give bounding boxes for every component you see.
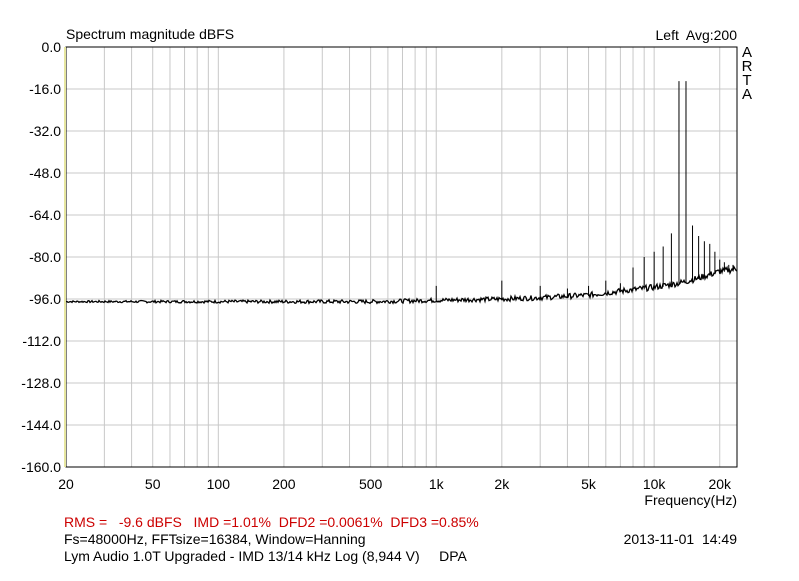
analysis-settings: Fs=48000Hz, FFTsize=16384, Window=Hannin… xyxy=(64,531,366,547)
y-axis-tick-labels: 0.0 -16.0 -32.0 -48.0 -64.0 -80.0 -96.0 -112.0 -… xyxy=(21,39,61,475)
x-axis-label: Frequency(Hz) xyxy=(644,492,737,508)
y-tick-label: -144.0 xyxy=(21,417,61,433)
channel-avg-label: Left Avg:200 xyxy=(655,27,737,43)
x-tick-label: 20k xyxy=(708,476,732,492)
x-tick-label: 100 xyxy=(207,476,231,492)
chart-title: Spectrum magnitude dBFS xyxy=(66,26,235,42)
timestamp: 2013-11-01 14:49 xyxy=(623,531,737,547)
measurement-description: Lym Audio 1.0T Upgraded - IMD 13/14 kHz … xyxy=(64,548,467,564)
y-tick-label: -80.0 xyxy=(29,249,61,265)
x-tick-label: 1k xyxy=(429,476,445,492)
grid-lines xyxy=(65,46,737,468)
spectrum-marks xyxy=(65,81,738,305)
x-tick-label: 10k xyxy=(643,476,667,492)
x-tick-label: 500 xyxy=(359,476,383,492)
x-axis-tick-labels: 20 50 100 200 500 1k 2k 5k 10k 20k xyxy=(58,476,732,492)
x-tick-label: 2k xyxy=(494,476,510,492)
x-tick-label: 50 xyxy=(145,476,161,492)
x-tick-label: 5k xyxy=(581,476,597,492)
y-tick-label: -112.0 xyxy=(22,333,61,349)
x-tick-label: 200 xyxy=(272,476,296,492)
y-tick-label: -16.0 xyxy=(29,81,61,97)
y-tick-label: -160.0 xyxy=(21,459,61,475)
logo-letter: A xyxy=(741,44,752,61)
y-tick-label: -48.0 xyxy=(29,165,61,181)
x-tick-label: 20 xyxy=(58,476,74,492)
logo-letter: R xyxy=(741,58,753,75)
logo-letter: T xyxy=(742,72,752,89)
logo-letter: A xyxy=(741,86,752,103)
y-tick-label: -32.0 xyxy=(29,123,61,139)
noise-floor-trace xyxy=(65,265,738,305)
y-tick-label: -128.0 xyxy=(21,375,61,391)
measurement-stats: RMS = -9.6 dBFS IMD =1.01% DFD2 =0.0061%… xyxy=(64,514,479,530)
arta-logo: A R T A xyxy=(741,44,753,103)
y-tick-label: 0.0 xyxy=(42,39,62,55)
y-tick-label: -96.0 xyxy=(29,291,61,307)
y-tick-label: -64.0 xyxy=(29,207,61,223)
